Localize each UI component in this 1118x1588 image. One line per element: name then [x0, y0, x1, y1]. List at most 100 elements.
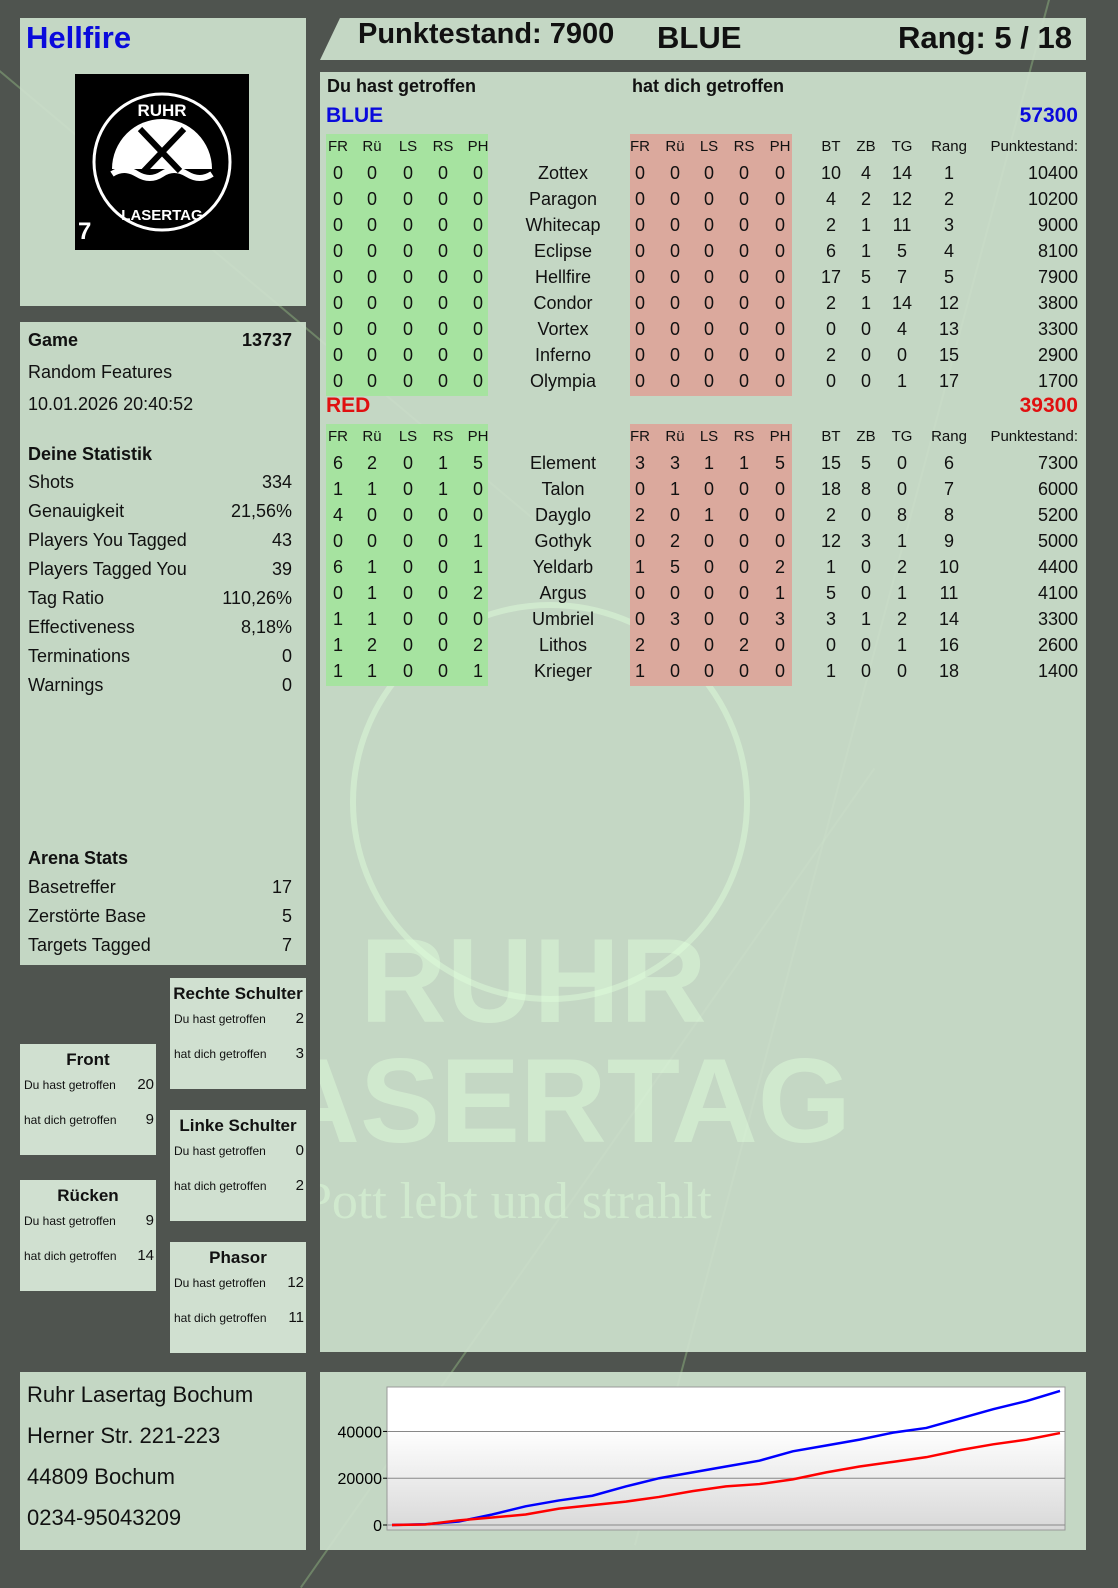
hit-you-cell: 0 — [669, 371, 680, 391]
scoreboard-panel: RUHR LASERTAG Der Pott lebt und strahlt … — [320, 72, 1086, 1352]
hit-you-cell: 0 — [774, 345, 785, 365]
stat-row: Tag Ratio 110,26% — [28, 588, 292, 609]
stat-label: Shots — [28, 472, 75, 492]
hit-you-cell: 0 — [634, 189, 645, 209]
col-header: TG — [891, 138, 913, 155]
hit-you-cell: 0 — [634, 163, 645, 183]
you-hit-cell: 1 — [332, 609, 343, 629]
zone-hit-you-value: 2 — [295, 1177, 304, 1194]
zone-title: Front — [66, 1050, 110, 1069]
you-hit-cell: 1 — [366, 583, 377, 603]
col-header: PH — [769, 138, 791, 155]
team-name: RED — [326, 394, 371, 417]
zb-cell: 0 — [860, 371, 871, 391]
header-bar: Punktestand: 7900 BLUE Rang: 5 / 18 — [320, 18, 1086, 60]
tg-cell: 2 — [896, 609, 907, 629]
you-hit-cell: 0 — [402, 531, 413, 551]
bt-cell: 0 — [825, 371, 836, 391]
col-header: TG — [891, 428, 913, 445]
bt-cell: 1 — [825, 557, 836, 577]
you-hit-cell: 0 — [402, 319, 413, 339]
you-hit-cell: 0 — [366, 241, 377, 261]
hit-you-cell: 0 — [738, 345, 749, 365]
you-hit-cell: 0 — [402, 215, 413, 235]
team-score: 57300 — [1019, 104, 1078, 127]
hit-you-cell: 0 — [703, 371, 714, 391]
svg-text:LASERTAG: LASERTAG — [121, 207, 202, 224]
tg-cell: 0 — [896, 479, 907, 499]
player-name: Zottex — [537, 163, 589, 183]
hit-you-cell: 0 — [774, 215, 785, 235]
hit-you-cell: 0 — [774, 635, 785, 655]
table-row: 0 0 0 0 0 Paragon 0 0 0 0 0 4 2 12 2 10200 — [320, 189, 1086, 215]
col-header: Rü — [665, 428, 685, 445]
tg-cell: 1 — [896, 583, 907, 603]
you-hit-cell: 0 — [366, 267, 377, 287]
tg-cell: 1 — [896, 635, 907, 655]
game-number: 13737 — [241, 330, 292, 350]
zone-hit-you-value: 14 — [137, 1247, 154, 1264]
col-header: BT — [821, 138, 841, 155]
you-hit-cell: 0 — [402, 479, 413, 499]
col-header: LS — [699, 428, 719, 445]
you-hit-cell: 0 — [437, 345, 448, 365]
you-hit-cell: 0 — [437, 505, 448, 525]
col-header: PH — [769, 428, 791, 445]
rang-cell: 8 — [943, 505, 954, 525]
stat-row: Warnings 0 — [28, 675, 292, 696]
hit-you-block — [630, 424, 792, 686]
rang-cell: 13 — [938, 319, 960, 339]
zone-title: Linke Schulter — [179, 1116, 297, 1135]
you-hit-cell: 0 — [437, 531, 448, 551]
score-cell: 10400 — [1027, 163, 1078, 183]
you-hit-cell: 0 — [472, 267, 483, 287]
stats-title: Deine Statistik — [28, 444, 292, 465]
you-hit-cell: 1 — [332, 661, 343, 681]
you-hit-cell: 1 — [472, 661, 483, 681]
you-hit-cell: 0 — [472, 505, 483, 525]
player-name: Hellfire — [26, 20, 132, 55]
bt-cell: 10 — [820, 163, 842, 183]
hit-you-cell: 0 — [669, 293, 680, 313]
zb-cell: 2 — [860, 189, 871, 209]
address-line: 44809 Bochum — [27, 1464, 175, 1489]
you-hit-cell: 0 — [366, 345, 377, 365]
you-hit-cell: 0 — [437, 635, 448, 655]
arena-label: Basetreffer — [28, 877, 116, 897]
you-hit-cell: 5 — [472, 453, 483, 473]
tg-cell: 0 — [896, 661, 907, 681]
player-name: Krieger — [533, 661, 593, 681]
tg-cell: 8 — [896, 505, 907, 525]
hit-you-cell: 0 — [703, 319, 714, 339]
hit-you-cell: 0 — [669, 267, 680, 287]
you-hit-cell: 0 — [332, 531, 343, 551]
player-name: Paragon — [528, 189, 598, 209]
you-hit-cell: 0 — [472, 241, 483, 261]
col-header: Rü — [362, 138, 382, 155]
you-hit-cell: 0 — [332, 319, 343, 339]
you-hit-cell: 0 — [472, 319, 483, 339]
you-hit-cell: 0 — [472, 163, 483, 183]
score-cell: 6000 — [1037, 479, 1078, 499]
hit-you-cell: 0 — [774, 189, 785, 209]
stats-panel: Game 13737 Random Features 10.01.2026 20:… — [20, 322, 306, 965]
bt-cell: 3 — [825, 609, 836, 629]
hit-you-cell: 0 — [738, 479, 749, 499]
score-cell: 10200 — [1027, 189, 1078, 209]
hit-you-cell: 1 — [703, 505, 714, 525]
zb-cell: 0 — [860, 635, 871, 655]
stat-value: 0 — [281, 675, 292, 695]
bt-cell: 1 — [825, 661, 836, 681]
stat-value: 43 — [271, 530, 292, 550]
hit-you-cell: 0 — [774, 505, 785, 525]
tg-cell: 7 — [896, 267, 907, 287]
table-row: 0 0 0 0 0 Zottex 0 0 0 0 0 10 4 14 1 10400 — [320, 163, 1086, 189]
hit-you-cell: 0 — [703, 189, 714, 209]
you-hit-cell: 0 — [332, 371, 343, 391]
hit-you-cell: 1 — [634, 661, 645, 681]
series-line-0 — [391, 1389, 1061, 1527]
col-header: LS — [398, 138, 418, 155]
you-hit-cell: 0 — [472, 371, 483, 391]
hit-you-cell: 0 — [634, 267, 645, 287]
hit-you-cell: 0 — [669, 189, 680, 209]
